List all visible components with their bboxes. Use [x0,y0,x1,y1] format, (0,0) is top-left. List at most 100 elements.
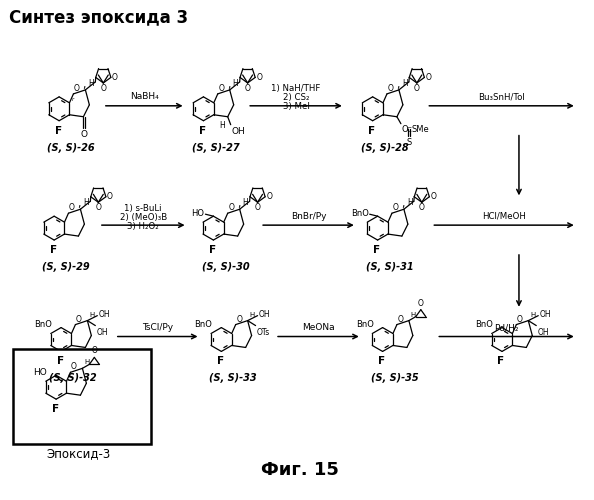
Text: O: O [255,204,261,212]
Text: r: r [71,97,74,102]
Text: (S, S)-27: (S, S)-27 [192,142,239,152]
Text: F: F [373,245,380,255]
Text: O: O [96,204,101,212]
Text: BnO: BnO [194,320,213,329]
Text: F: F [209,245,216,255]
Text: O: O [402,124,409,134]
Text: ,: , [83,80,86,90]
Text: (S, S)-35: (S, S)-35 [371,374,418,384]
Text: O: O [76,314,82,324]
Text: O: O [387,84,393,93]
Text: O: O [107,192,113,202]
Text: O: O [397,314,403,324]
Text: H: H [89,312,94,318]
Text: H: H [249,312,255,318]
Text: O: O [256,73,262,82]
Text: O: O [91,346,97,356]
Text: O: O [74,84,80,93]
Text: 1) NaH/THF: 1) NaH/THF [271,84,321,94]
Text: BnBr/Py: BnBr/Py [290,212,326,220]
Text: O: O [266,192,272,202]
Text: H: H [530,312,536,318]
Text: BnO: BnO [475,320,493,329]
Text: H: H [411,312,416,318]
Text: ,: , [237,200,241,209]
Text: H: H [84,360,90,366]
Text: 3) H₂O₂: 3) H₂O₂ [127,222,159,230]
Text: 2) CS₂: 2) CS₂ [283,94,309,102]
Text: (S, S)-33: (S, S)-33 [210,374,257,384]
Text: H: H [242,198,248,207]
Text: (S, S)-26: (S, S)-26 [48,142,95,152]
Text: F: F [378,356,385,366]
Text: S: S [406,138,412,146]
Text: H: H [89,79,94,88]
Text: O: O [71,362,77,372]
Text: (S, S)-28: (S, S)-28 [361,142,409,152]
Text: NaBH₄: NaBH₄ [130,92,159,102]
Text: O: O [81,130,88,138]
Text: F: F [55,126,62,136]
Text: O: O [218,84,224,93]
Text: 1) s-BuLi: 1) s-BuLi [125,204,162,212]
Text: Синтез эпоксида 3: Синтез эпоксида 3 [10,8,188,26]
Text: ,: , [401,200,405,209]
Text: BnO: BnO [356,320,374,329]
Text: Фиг. 15: Фиг. 15 [261,460,339,478]
Text: O: O [425,73,431,82]
Text: OH: OH [99,310,110,319]
Text: H: H [402,79,407,88]
Text: MeONa: MeONa [302,323,334,332]
Text: Эпоксид-3: Эпоксид-3 [46,447,110,460]
Text: O: O [236,314,242,324]
Text: BnO: BnO [351,208,369,218]
Text: ,: , [227,80,230,90]
Text: F: F [368,126,375,136]
Text: HO: HO [33,368,47,377]
Bar [13,350,151,444]
Text: O: O [100,84,106,93]
Text: H: H [407,198,413,207]
Text: 3) MeI: 3) MeI [283,102,309,112]
Text: H: H [83,198,89,207]
Text: HO: HO [191,208,204,218]
Text: F: F [199,126,206,136]
Text: F: F [498,356,505,366]
Text: O: O [419,204,425,212]
Text: (S, S)-32: (S, S)-32 [49,374,97,384]
Text: ,: , [78,200,81,209]
Text: H: H [219,120,225,130]
Text: Pd/H₂: Pd/H₂ [494,323,519,332]
Text: O: O [69,203,75,212]
Text: OH: OH [232,126,245,136]
Text: OH: OH [96,328,108,336]
Text: BnO: BnO [34,320,52,329]
Text: H: H [233,79,238,88]
Text: OH: OH [539,310,551,319]
Text: (S, S)-29: (S, S)-29 [42,262,90,272]
Text: SMe: SMe [412,124,429,134]
Text: HCl/MeOH: HCl/MeOH [482,212,526,220]
Text: O: O [393,203,399,212]
Text: ,: , [396,80,400,90]
Text: F: F [56,356,64,366]
Text: O: O [414,84,420,93]
Text: (S, S)-30: (S, S)-30 [201,262,249,272]
Text: O: O [245,84,251,93]
Text: OH: OH [258,310,270,319]
Text: (S, S)-31: (S, S)-31 [366,262,413,272]
Text: O: O [517,314,523,324]
Text: F: F [217,356,224,366]
Text: OTs: OTs [257,328,270,336]
Text: O: O [228,203,234,212]
Text: Bu₃SnH/Tol: Bu₃SnH/Tol [478,92,525,102]
Text: O: O [431,192,436,202]
Text: C: C [407,126,412,132]
Text: OH: OH [537,328,549,336]
Text: O: O [112,73,118,82]
Text: F: F [49,245,56,255]
Text: O: O [418,298,424,308]
Text: F: F [52,404,59,414]
Text: 2) (MeO)₃B: 2) (MeO)₃B [119,212,167,222]
Text: TsCl/Py: TsCl/Py [142,323,173,332]
